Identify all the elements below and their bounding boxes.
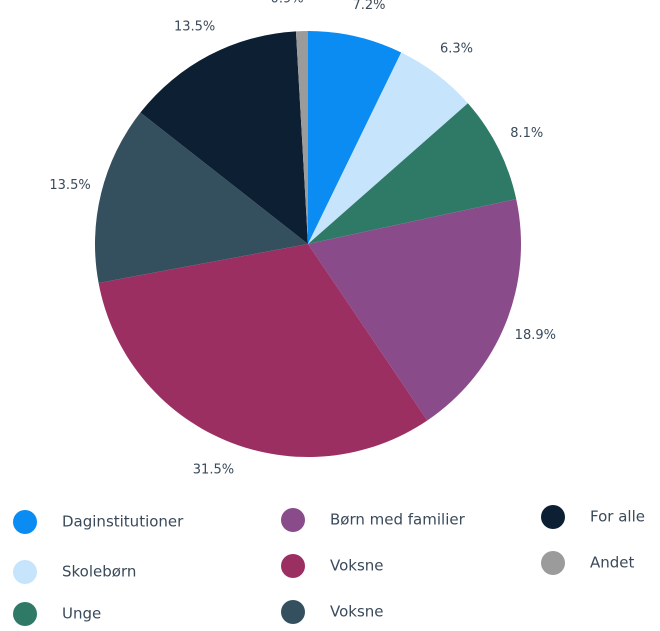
pie-slice	[308, 103, 517, 245]
legend-swatch	[281, 508, 305, 532]
legend-swatch	[13, 602, 37, 626]
pie-slice	[308, 31, 402, 244]
pie-slice	[140, 31, 308, 244]
pie-slice	[295, 31, 308, 244]
data-label: 0.9%	[271, 0, 304, 7]
legend-swatch	[541, 505, 565, 529]
data-label: 18.9%	[515, 328, 556, 343]
legend-swatch	[281, 600, 305, 624]
pie-slice	[308, 199, 521, 421]
legend-label: For alle	[590, 508, 645, 526]
legend-swatch	[13, 510, 37, 534]
legend-label: Skolebørn	[62, 563, 136, 581]
legend-swatch	[541, 551, 565, 575]
legend-swatch	[13, 560, 37, 584]
legend-label: Voksne	[330, 603, 384, 621]
pie-slice	[308, 52, 468, 244]
data-label: 6.3%	[440, 42, 473, 57]
pie-slice	[94, 112, 308, 283]
legend-swatch	[281, 554, 305, 578]
data-label: 31.5%	[193, 463, 234, 478]
pie-slice	[98, 244, 428, 458]
data-label: 7.2%	[352, 0, 385, 13]
legend-label: Andet	[590, 554, 635, 572]
data-label: 8.1%	[510, 126, 543, 141]
legend-label: Daginstitutioner	[62, 513, 184, 531]
legend-label: Børn med familier	[330, 511, 466, 529]
legend-label: Voksne	[330, 557, 384, 575]
legend-label: Unge	[62, 605, 101, 623]
data-label: 13.5%	[174, 19, 215, 34]
data-label: 13.5%	[49, 178, 90, 193]
